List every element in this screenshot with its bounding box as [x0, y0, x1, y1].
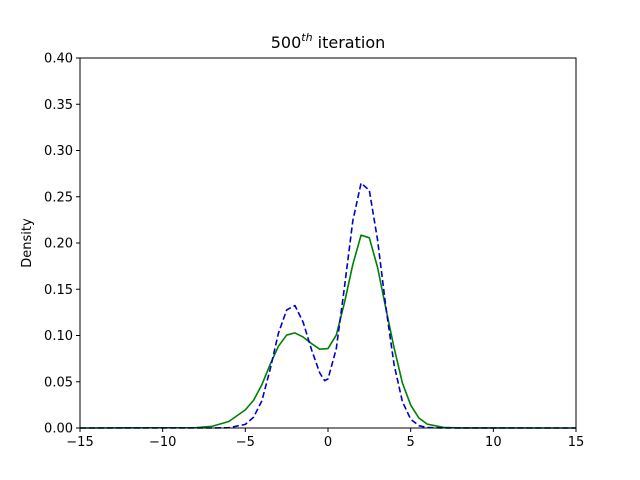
y-tick-label: 0.30	[44, 144, 73, 159]
x-tick-label: −10	[149, 435, 176, 450]
x-tick-label: 5	[407, 435, 415, 450]
x-tick-label: −5	[236, 435, 255, 450]
x-tick-label: 0	[324, 435, 332, 450]
y-tick-label: 0.35	[44, 98, 73, 113]
series-line-2	[80, 182, 576, 429]
y-tick-label: 0.05	[44, 375, 73, 390]
y-tick-label: 0.10	[44, 329, 73, 344]
x-ticks: −15 −10 −5 0 5 10 15	[66, 428, 584, 450]
y-ticks: 0.00 0.05 0.10 0.15 0.20 0.25 0.30 0.35 0.40	[44, 52, 80, 437]
y-tick-label: 0.40	[44, 52, 73, 67]
y-tick-label: 0.15	[44, 283, 73, 298]
title-base: 500	[271, 33, 302, 52]
x-tick-label: 10	[485, 435, 502, 450]
x-tick-label: −15	[66, 435, 93, 450]
x-tick-label: 15	[568, 435, 585, 450]
chart-title: 500th iteration	[271, 31, 386, 52]
y-tick-label: 0.25	[44, 190, 73, 205]
y-tick-label: 0.20	[44, 237, 73, 252]
title-superscript: th	[301, 31, 312, 44]
title-rest: iteration	[313, 33, 386, 52]
series-layer	[79, 182, 577, 429]
series-line-1	[79, 234, 577, 429]
plot-frame	[79, 57, 577, 429]
y-tick-label: 0.00	[44, 422, 73, 437]
y-axis-label: Density	[20, 218, 35, 268]
